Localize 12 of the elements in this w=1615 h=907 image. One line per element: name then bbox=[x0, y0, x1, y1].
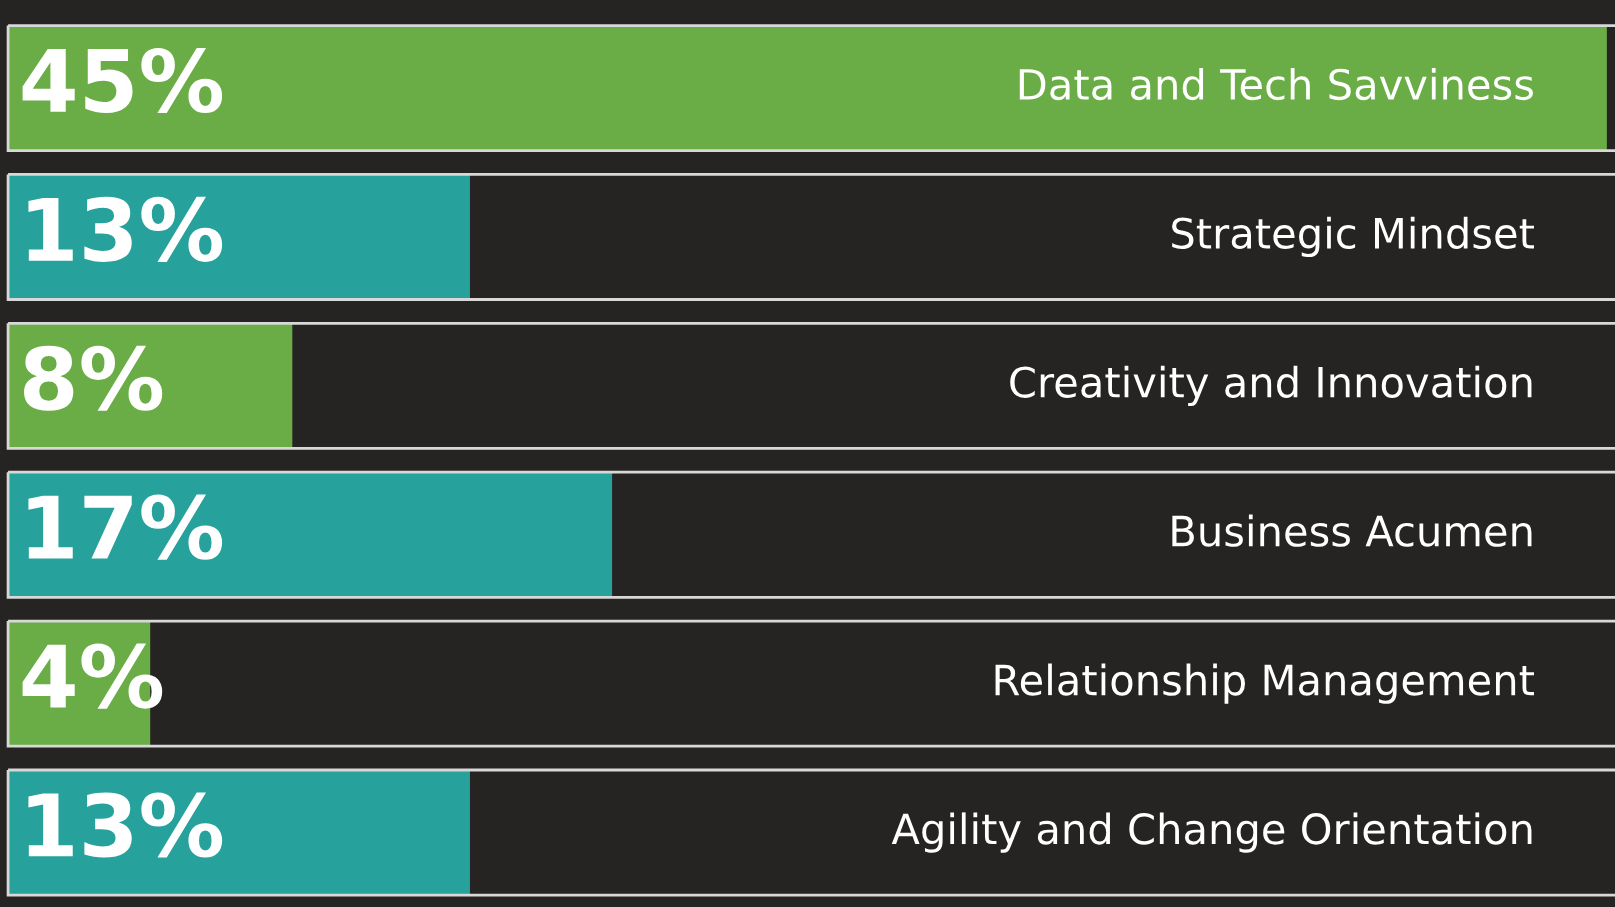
data-label: 45% bbox=[22, 47, 223, 114]
bar bbox=[8, 472, 613, 598]
data-label: 8% bbox=[23, 345, 163, 411]
data-label: 13% bbox=[28, 196, 223, 262]
y-tick-label: Agility and Change Orientation bbox=[891, 812, 1532, 853]
y-tick-label: Relationship Management bbox=[995, 663, 1534, 704]
data-label: 13% bbox=[28, 792, 223, 858]
y-tick-label: Business Acumen bbox=[1172, 514, 1532, 547]
y-tick-label: Creativity and Innovation bbox=[1010, 365, 1532, 407]
y-tick-label: Data and Tech Savviness bbox=[1019, 67, 1533, 101]
data-label: 17% bbox=[28, 494, 223, 560]
y-tick-label: Strategic Mindset bbox=[1172, 216, 1534, 258]
